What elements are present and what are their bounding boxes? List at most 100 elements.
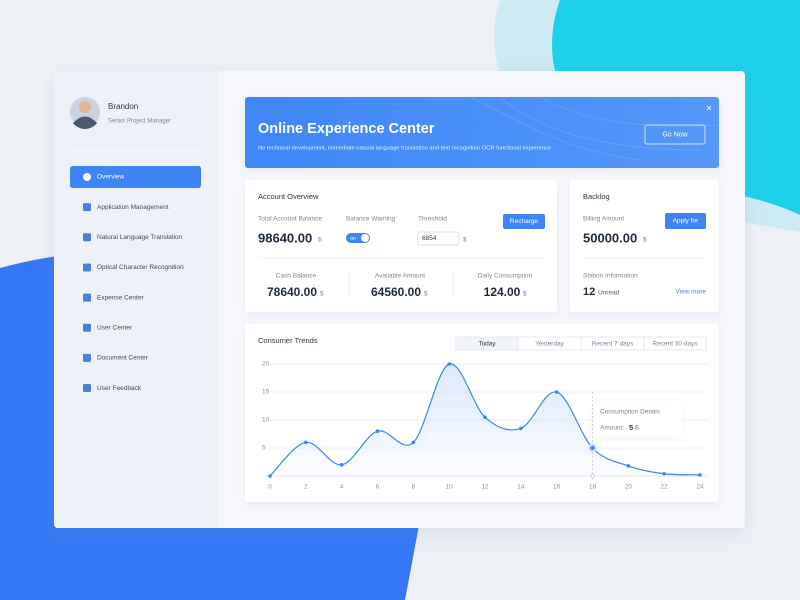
- label: Billing Amount: [583, 216, 624, 223]
- go-now-button[interactable]: [644, 124, 706, 145]
- label: Threshold: [418, 216, 447, 223]
- menu-icon[interactable]: [83, 173, 91, 181]
- menu-item[interactable]: Natural Language Translation: [97, 234, 183, 241]
- banner-lines: [469, 96, 720, 161]
- tab-label[interactable]: Yesterday: [535, 341, 564, 348]
- tab-label[interactable]: Recent 7 days: [592, 341, 634, 348]
- tooltip-title: Consumption Details: [600, 409, 661, 416]
- currency: $: [523, 291, 527, 298]
- currency: $: [463, 237, 467, 244]
- point: [626, 464, 631, 468]
- tab-label[interactable]: Today: [478, 341, 496, 348]
- menu-item[interactable]: Overview: [97, 174, 124, 181]
- tab-label[interactable]: Recent 30 days: [652, 341, 698, 348]
- y-tick-label: 5: [262, 445, 266, 452]
- tooltip-currency: $: [635, 425, 639, 432]
- point: [268, 474, 272, 478]
- x-tick-label: 2: [304, 484, 308, 491]
- menu-icon[interactable]: [83, 233, 91, 242]
- point: [588, 443, 597, 453]
- x-tick-label: 22: [661, 484, 669, 491]
- label: Available Amount: [375, 273, 425, 280]
- label: Cash Balance: [276, 273, 317, 280]
- label: Station Information: [583, 273, 638, 280]
- menu-icon[interactable]: [83, 353, 91, 362]
- card-title: Backlog: [583, 192, 610, 201]
- currency: $: [320, 291, 324, 298]
- point: [339, 463, 344, 467]
- point: [304, 440, 308, 445]
- menu-icon[interactable]: [83, 293, 91, 302]
- unread-count: 12: [583, 286, 595, 298]
- toggle-label[interactable]: on: [350, 236, 356, 242]
- chart: Today Yesterday Recent 7 days Recent 30 day…: [262, 336, 708, 491]
- menu-item-active[interactable]: [70, 166, 201, 188]
- tooltip-value: 5: [629, 423, 633, 432]
- label: Total Account Balance: [258, 216, 322, 223]
- menu-icon[interactable]: [83, 263, 91, 272]
- user-name: Brandon: [108, 102, 138, 111]
- threshold-input[interactable]: [417, 231, 460, 246]
- go-now-label[interactable]: Go Now: [662, 131, 688, 138]
- view-more-link[interactable]: View more: [675, 289, 706, 296]
- tab[interactable]: [643, 336, 707, 351]
- banner-title: Online Experience Center: [258, 121, 435, 137]
- x-tick-label: 20: [625, 484, 633, 491]
- value: 78640.00: [267, 285, 317, 299]
- avatar-face: [79, 101, 91, 113]
- label: Balance Warning: [346, 216, 396, 223]
- value: 50000.00: [583, 230, 637, 245]
- point: [447, 362, 451, 366]
- menu-item[interactable]: Document Center: [97, 355, 149, 362]
- banner-subtitle: No technical development, immediate natu…: [258, 146, 551, 152]
- menu-icon[interactable]: [83, 384, 91, 393]
- menu-item[interactable]: Optical Character Recognition: [97, 264, 184, 271]
- x-marker: [590, 472, 595, 480]
- banner: [245, 97, 719, 168]
- apply-button[interactable]: [665, 213, 706, 229]
- toggle-knob[interactable]: [361, 234, 369, 242]
- x-tick-label: 6: [376, 484, 380, 491]
- tooltip-label: Amount:: [600, 425, 624, 432]
- menu-item[interactable]: Expense Center: [97, 294, 144, 301]
- x-tick-label: 8: [412, 484, 416, 491]
- x-tick-label: 14: [517, 484, 525, 491]
- tooltip: [594, 403, 682, 437]
- menu-icon[interactable]: [83, 203, 91, 212]
- currency: $: [643, 237, 647, 244]
- x-tick-label: 4: [340, 484, 344, 491]
- menu-item[interactable]: Application Management: [97, 204, 169, 211]
- recharge-button[interactable]: [503, 214, 545, 229]
- menu-icon[interactable]: [83, 323, 91, 332]
- x-tick-label: 18: [589, 484, 597, 491]
- x-tick-label: 24: [696, 484, 704, 491]
- menu-item[interactable]: User Center: [97, 324, 133, 331]
- x-tick-label: 0: [268, 484, 272, 491]
- close-button[interactable]: ×: [706, 104, 712, 115]
- value: 124.00: [484, 285, 521, 299]
- x-tick-label: 12: [481, 484, 489, 491]
- recharge-label[interactable]: Recharge: [510, 218, 539, 225]
- value: 64560.00: [371, 285, 421, 299]
- card-title: Account Overview: [258, 192, 319, 201]
- unread-label: Unread: [598, 290, 620, 297]
- point: [698, 473, 702, 477]
- x-tick-label: 10: [446, 484, 454, 491]
- point: [411, 440, 416, 445]
- y-tick-label: 10: [262, 417, 270, 424]
- point: [483, 415, 487, 420]
- label: Daily Consumption: [478, 273, 533, 280]
- currency: $: [318, 237, 322, 244]
- user-role: Senior Project Manager: [108, 119, 171, 125]
- point: [375, 429, 380, 434]
- menu: Overview Application Management Natural La…: [70, 166, 201, 393]
- point: [519, 426, 523, 431]
- menu-item[interactable]: User Feedback: [97, 385, 142, 392]
- point: [554, 390, 559, 394]
- apply-label[interactable]: Apply for: [673, 218, 699, 225]
- point: [662, 471, 666, 476]
- x-tick-label: 16: [553, 484, 561, 491]
- threshold-value[interactable]: 6854: [422, 235, 437, 242]
- y-tick-label: 15: [262, 389, 270, 396]
- chart-title: Consumer Trends: [258, 336, 318, 345]
